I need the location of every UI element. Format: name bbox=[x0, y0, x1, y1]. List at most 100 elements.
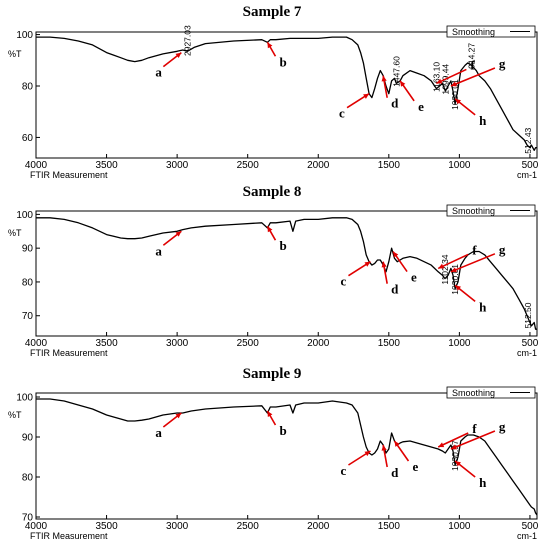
panel-3-arrowhead-g bbox=[450, 444, 457, 450]
panel-3-x-tick-label: 2500 bbox=[237, 521, 260, 532]
panel-2-x-tick-label: 2000 bbox=[307, 338, 330, 349]
panel-1-arrowhead-h bbox=[455, 98, 461, 105]
panel-1-x-axis-label: cm-1 bbox=[517, 170, 537, 180]
panel-3-x-axis-label: cm-1 bbox=[517, 531, 537, 541]
panel-3-x-tick-label: 500 bbox=[522, 521, 539, 532]
panel-2-x-tick-label: 1500 bbox=[378, 338, 401, 349]
panel-1-peak-label: 1030.01 bbox=[450, 79, 460, 110]
panel-3-x-tick-label: 2000 bbox=[307, 521, 330, 532]
panel-1-letter-g: g bbox=[499, 56, 506, 71]
panel-2-x-tick-label: 3500 bbox=[95, 338, 118, 349]
panel-3-y-tick-label: 80 bbox=[22, 473, 34, 484]
panel-2-legend-box bbox=[446, 204, 536, 217]
panel-2-plot-frame bbox=[35, 210, 538, 337]
panel-2-letter-f: f bbox=[472, 242, 477, 257]
panel-2-caption: FTIR Measurement bbox=[30, 348, 108, 358]
panel-1-y-tick-label: 100 bbox=[16, 30, 33, 41]
panel-3-arrow-g bbox=[450, 430, 496, 450]
panel-2-y-tick-label: 80 bbox=[22, 277, 34, 288]
panel-1-letter-b: b bbox=[279, 54, 286, 69]
panel-3-arrowhead-c bbox=[364, 451, 371, 457]
panel-1-letter-e: e bbox=[418, 99, 424, 114]
panel-2-letter-g: g bbox=[499, 242, 506, 257]
panel-2-letter-d: d bbox=[391, 282, 399, 297]
panel-1-plot-frame bbox=[35, 31, 538, 159]
panel-1-peak-label: 1447.60 bbox=[391, 56, 401, 87]
panel-2-x-tick-label: 1000 bbox=[448, 338, 471, 349]
panel-2-x-tick-label: 500 bbox=[522, 338, 539, 349]
panel-1-letter-c: c bbox=[339, 106, 345, 121]
panel-1-x-tick-label: 3500 bbox=[95, 160, 118, 171]
panel-2-arrowhead-d bbox=[381, 261, 387, 268]
panel-3-legend-label: Smoothing bbox=[452, 388, 495, 398]
panel-1-title: Sample 7 bbox=[243, 4, 302, 20]
panel-3-y-tick-label: 100 bbox=[16, 393, 33, 404]
panel-1-x-tick-label: 1500 bbox=[378, 160, 401, 171]
panel-2-letter-c: c bbox=[340, 274, 346, 289]
panel-1-y-tick-label: 60 bbox=[22, 133, 34, 144]
panel-1-arrowhead-d bbox=[381, 75, 387, 82]
panel-1-x-tick-label: 2500 bbox=[237, 160, 260, 171]
panel-1-arrow-f bbox=[436, 68, 467, 85]
panel-1-spectrum-line bbox=[36, 36, 537, 151]
panel-2-legend-label: Smoothing bbox=[452, 206, 495, 216]
panel-3-x-tick-label: 1500 bbox=[378, 521, 401, 532]
panel-2-peak-label: 1030.01 bbox=[450, 264, 460, 295]
panel-2-arrowhead-f bbox=[438, 263, 445, 269]
panel-3-letter-c: c bbox=[340, 463, 346, 478]
panel-1-x-tick-label: 3000 bbox=[166, 160, 189, 171]
panel-3-y-tick-label: 70 bbox=[22, 513, 34, 524]
panel-1-arrow-g bbox=[450, 67, 496, 87]
panel-3-arrowhead-a bbox=[175, 413, 182, 419]
panel-2-arrowhead-b bbox=[267, 226, 273, 233]
panel-3-arrow-f bbox=[437, 432, 469, 448]
panel-1-peak-label: 2927.03 bbox=[182, 25, 192, 56]
panel-2-y-axis-label: %T bbox=[8, 228, 22, 238]
panel-2-spectrum-line bbox=[36, 217, 537, 330]
panel-1-legend-label: Smoothing bbox=[452, 27, 495, 37]
panel-3-arrowhead-e bbox=[394, 441, 400, 447]
panel-2-y-tick-label: 70 bbox=[22, 311, 34, 322]
panel-2-arrowhead-c bbox=[364, 261, 371, 267]
panel-2-x-axis-label: cm-1 bbox=[517, 348, 537, 358]
panel-3-letter-a: a bbox=[155, 425, 162, 440]
panel-1-x-tick-label: 4000 bbox=[25, 160, 48, 171]
panel-3-letter-g: g bbox=[499, 419, 506, 434]
panel-1-y-axis-label: %T bbox=[8, 49, 22, 59]
panel-1-arrowhead-b bbox=[267, 42, 273, 49]
panel-1-arrowhead-g bbox=[450, 81, 457, 87]
panel-2-y-tick-label: 100 bbox=[16, 210, 33, 221]
panel-1-x-tick-label: 1000 bbox=[448, 160, 471, 171]
panel-1-arrowhead-a bbox=[175, 52, 182, 58]
panel-3-y-tick-label: 90 bbox=[22, 433, 34, 444]
panel-2-letter-a: a bbox=[155, 243, 162, 258]
panel-3-letter-b: b bbox=[279, 423, 286, 438]
panel-1-letter-f: f bbox=[470, 57, 475, 72]
panel-1-x-tick-label: 500 bbox=[522, 160, 539, 171]
panel-2-arrow-g bbox=[450, 253, 496, 273]
panel-1-arrowhead-f bbox=[436, 78, 443, 84]
panel-2-letter-e: e bbox=[411, 270, 417, 285]
panel-3-arrowhead-b bbox=[267, 411, 273, 417]
panel-2-peak-label: 1102.34 bbox=[440, 254, 450, 284]
panel-2-arrow-f bbox=[437, 253, 469, 270]
panel-3-x-tick-label: 3500 bbox=[95, 521, 118, 532]
panel-1-x-tick-label: 2000 bbox=[307, 160, 330, 171]
panel-2-arrowhead-g bbox=[450, 267, 457, 273]
panel-1-caption: FTIR Measurement bbox=[30, 170, 108, 180]
panel-1-letter-h: h bbox=[479, 113, 487, 128]
panel-3-letter-e: e bbox=[412, 459, 418, 474]
panel-3-arrowhead-h bbox=[455, 461, 461, 467]
panel-3-x-tick-label: 3000 bbox=[166, 521, 189, 532]
panel-2-arrowhead-h bbox=[455, 285, 461, 291]
panel-3-title: Sample 9 bbox=[243, 366, 302, 382]
panel-1-letter-a: a bbox=[155, 65, 162, 80]
panel-3-letter-f: f bbox=[472, 421, 477, 436]
panel-3-arrowhead-f bbox=[438, 442, 445, 448]
panel-2-peak-label: 512.50 bbox=[523, 302, 533, 328]
panel-3-spectrum-line bbox=[36, 398, 538, 516]
panel-1-arrowhead-e bbox=[400, 80, 406, 87]
panel-3-x-tick-label: 1000 bbox=[448, 521, 471, 532]
